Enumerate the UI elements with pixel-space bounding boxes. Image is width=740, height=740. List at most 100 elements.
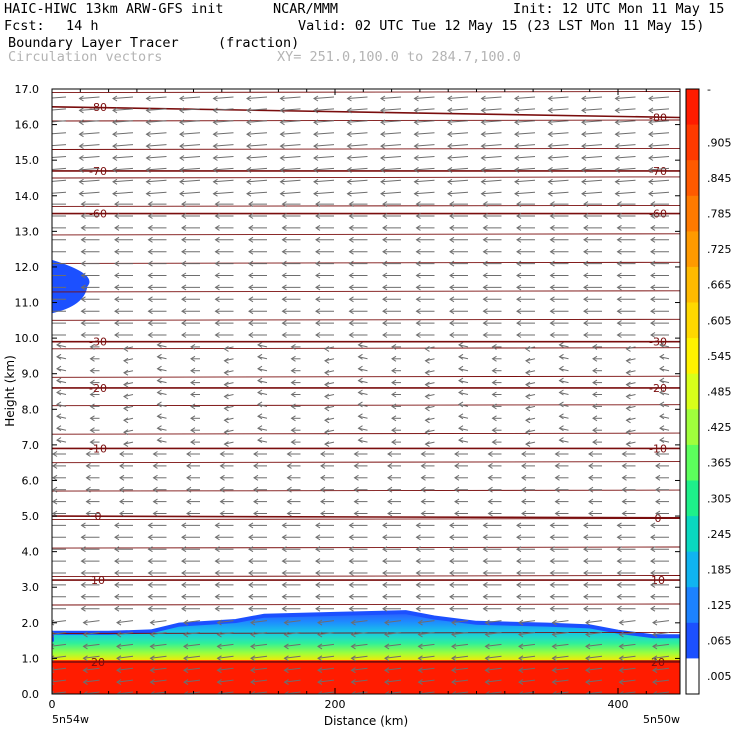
vector-arrowhead — [518, 619, 524, 626]
vector-arrow — [652, 679, 670, 683]
vector-arrowhead — [449, 593, 455, 600]
vector-arrowhead — [592, 439, 598, 446]
vector-arrowhead — [583, 570, 589, 576]
vector-arrowhead — [415, 332, 421, 338]
vector-arrow — [116, 679, 134, 683]
vector-arrowhead — [52, 237, 53, 243]
vector-arrowhead — [179, 119, 185, 126]
vector-arrowhead — [181, 201, 187, 208]
vector-arrowhead — [313, 190, 319, 197]
cross-section-endpoints: XY= 251.0,100.0 to 284.7,100.0 — [277, 49, 521, 65]
vector-arrowhead — [320, 498, 326, 505]
vector-arrowhead — [380, 143, 386, 150]
init-time: Init: 12 UTC Mon 11 May 15 — [513, 1, 725, 17]
vector-arrowhead — [650, 224, 656, 231]
vector-arrowhead — [391, 403, 397, 410]
vector-arrowhead — [585, 619, 591, 626]
vector-arrowhead — [449, 332, 455, 338]
x-tick-label: 0 — [49, 698, 56, 711]
vector-arrowhead — [451, 691, 457, 694]
colorbar-label: .545 — [707, 350, 732, 363]
vector-arrowhead — [114, 522, 120, 529]
vector-arrowhead — [348, 296, 354, 303]
temperature-contour-label: 20 — [91, 656, 105, 669]
vector-arrow — [157, 439, 167, 443]
vector-arrow — [112, 144, 134, 147]
vector-arrowhead — [56, 437, 62, 444]
vector-arrowhead — [119, 510, 125, 517]
vector-arrowhead — [253, 462, 259, 469]
vector-arrow — [213, 96, 234, 99]
vector-arrowhead — [248, 260, 254, 267]
vector-arrowhead — [46, 96, 50, 101]
vector-arrow — [525, 346, 536, 350]
colorbar: - .905 .845 .785 .725 .665 .605 .545 .485 .425 .36… — [685, 83, 732, 695]
vector-arrowhead — [145, 95, 151, 102]
vector-arrow — [179, 156, 201, 159]
vector-arrowhead — [116, 643, 122, 650]
vector-arrow — [123, 370, 134, 374]
vector-arrow — [123, 405, 134, 409]
vector-arrowhead — [257, 401, 263, 408]
vector-arrowhead — [480, 131, 486, 138]
vector-arrowhead — [248, 546, 254, 553]
vector-arrowhead — [286, 498, 292, 505]
vector-arrowhead — [52, 570, 53, 576]
vector-arrowhead — [112, 95, 118, 102]
vector-arrowhead — [516, 236, 522, 243]
vector-arrowhead — [417, 679, 423, 686]
vector-arrowhead — [614, 190, 620, 197]
vector-arrowhead — [147, 534, 153, 541]
contour-line — [52, 176, 680, 179]
vector-arrowhead — [449, 534, 455, 541]
vector-arrowhead — [625, 357, 631, 364]
vector-arrowhead — [181, 570, 187, 576]
vector-arrowhead — [648, 107, 654, 114]
vector-arrowhead — [521, 451, 527, 457]
vector-arrow — [56, 344, 67, 348]
vector-arrowhead — [549, 236, 555, 243]
vector-arrow — [659, 392, 670, 395]
y-tick-label: 3.0 — [22, 581, 40, 594]
vector-arrowhead — [583, 224, 589, 231]
vector-arrowhead — [482, 201, 488, 208]
left-endpoint-label: 5n54w — [52, 713, 89, 726]
vector-arrowhead — [112, 190, 118, 197]
vector-arrowhead — [324, 441, 330, 448]
vector-arrowhead — [250, 691, 256, 694]
vector-arrowhead — [413, 190, 419, 197]
vector-arrowhead — [588, 486, 594, 493]
vector-arrow — [284, 655, 301, 659]
vector-arrowhead — [315, 260, 321, 267]
vector-arrowhead — [484, 667, 490, 674]
vector-arrowhead — [592, 343, 598, 350]
vector-arrowhead — [114, 296, 120, 303]
vector-arrowhead — [521, 474, 527, 481]
vector-arrowhead — [315, 522, 321, 529]
vector-arrow — [213, 108, 234, 111]
vector-arrowhead — [186, 510, 192, 517]
temperature-contour-label: -10 — [649, 442, 667, 455]
vector-arrow — [324, 429, 335, 433]
vector-arrowhead — [652, 667, 658, 674]
vector-arrowhead — [181, 284, 187, 291]
vector-arrow — [347, 132, 368, 135]
vector-arrowhead — [223, 441, 229, 448]
vector-arrowhead — [415, 534, 421, 541]
vector-arrowhead — [585, 667, 591, 674]
vector-arrow — [79, 120, 100, 123]
vector-arrowhead — [652, 643, 658, 650]
vector-arrowhead — [516, 272, 522, 279]
vector-arrowhead — [214, 201, 220, 208]
vector-arrow — [518, 655, 536, 659]
vector-arrowhead — [449, 558, 455, 565]
temperature-contour-label: 0 — [655, 512, 662, 525]
vector-arrowhead — [521, 462, 527, 469]
vector-arrowhead — [214, 272, 220, 279]
vector-arrowhead — [145, 166, 151, 173]
vector-arrowhead — [281, 522, 287, 529]
vector-arrowhead — [650, 248, 656, 255]
vector-arrowhead — [123, 393, 129, 400]
vector-arrowhead — [286, 451, 292, 457]
vector-arrow — [83, 655, 100, 659]
